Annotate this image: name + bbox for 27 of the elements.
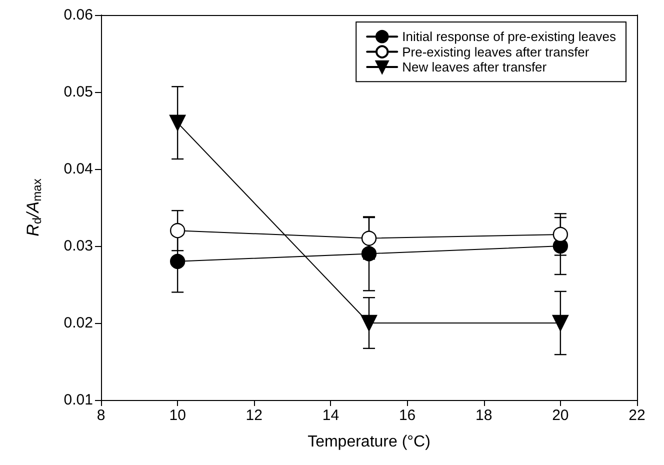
x-axis-title: Temperature (°C): [308, 434, 430, 450]
point: [552, 226, 568, 242]
legend-label: New leaves after transfer: [402, 60, 548, 74]
point: [170, 223, 186, 238]
point: [360, 314, 378, 332]
point: [361, 230, 377, 246]
y-tick-label: 0.06: [64, 6, 93, 24]
x-tick-label: 8: [96, 407, 106, 424]
point: [361, 246, 377, 262]
y-tick-label: 0.04: [64, 160, 93, 178]
point: [170, 254, 186, 269]
x-tick-label: 14: [322, 407, 340, 424]
x-tick-label: 16: [398, 407, 416, 424]
x-tick-label: 12: [246, 407, 262, 424]
legend-label: Initial response of pre-existing leaves: [402, 29, 616, 44]
x-tick-label: 10: [169, 407, 186, 424]
legend-label: Pre-existing leaves after transfer: [402, 44, 590, 60]
x-tick-label: 18: [476, 407, 492, 424]
y-tick-label: 0.02: [64, 314, 93, 332]
point: [169, 114, 186, 131]
x-tick-label: 22: [628, 407, 646, 424]
y-axis-title: Rd/Amax: [24, 178, 44, 236]
y-tick-label: 0.05: [64, 84, 93, 100]
point: [552, 314, 569, 332]
y-tick-label: 0.03: [64, 238, 93, 254]
y-tick-label: 0.01: [64, 392, 93, 408]
x-tick-label: 20: [552, 407, 569, 424]
